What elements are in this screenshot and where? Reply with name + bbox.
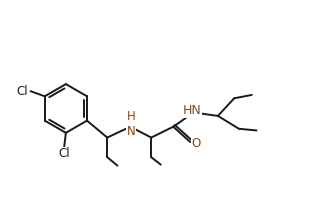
Text: HN: HN [183, 104, 202, 117]
Text: Cl: Cl [16, 85, 28, 98]
Text: Cl: Cl [58, 147, 70, 160]
Text: O: O [192, 137, 201, 150]
Text: H
N: H N [127, 110, 135, 138]
